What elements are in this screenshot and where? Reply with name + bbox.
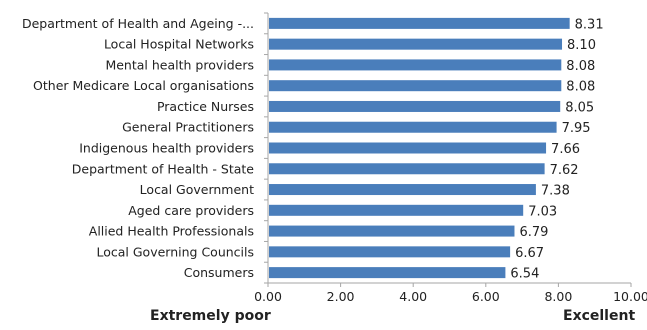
bar: [269, 121, 557, 133]
bar: [269, 204, 524, 216]
category-label: Allied Health Professionals: [89, 224, 254, 239]
bar: [269, 80, 562, 92]
data-label: 6.67: [515, 246, 544, 261]
bar: [269, 246, 511, 258]
category-label: Local Governing Councils: [97, 244, 255, 259]
data-label: 7.62: [550, 163, 579, 178]
data-label: 6.54: [510, 267, 539, 282]
category-label: Other Medicare Local organisations: [33, 78, 254, 93]
category-label: Consumers: [184, 265, 254, 280]
category-label: Mental health providers: [105, 57, 254, 72]
category-label: Department of Health and Ageing -...: [22, 16, 254, 31]
data-label: 6.79: [519, 225, 548, 240]
category-label: Department of Health - State: [72, 161, 255, 176]
data-label: 8.08: [566, 80, 595, 95]
data-label: 8.31: [575, 17, 604, 32]
bar: [269, 184, 536, 196]
x-tick-label: 0.00: [254, 289, 282, 304]
x-tick-label: 10.00: [613, 289, 647, 304]
data-label: 8.10: [567, 38, 596, 53]
data-label: 7.03: [528, 204, 557, 219]
bar: [269, 267, 506, 279]
bar: [269, 225, 515, 237]
data-label: 8.05: [565, 100, 594, 115]
bar: [269, 59, 562, 71]
data-label: 7.95: [562, 121, 591, 136]
x-tick-label: 2.00: [327, 289, 355, 304]
bar: [269, 100, 561, 112]
category-label: General Practitioners: [122, 120, 254, 135]
category-label: Aged care providers: [128, 203, 254, 218]
category-label: Local Government: [140, 182, 254, 197]
category-label: Indigenous health providers: [79, 141, 254, 156]
x-axis-left-end-label: Extremely poor: [150, 308, 271, 324]
x-tick-label: 6.00: [472, 289, 500, 304]
bar: [269, 142, 547, 154]
x-axis-right-end-label: Excellent: [563, 308, 636, 324]
data-label: 7.66: [551, 142, 580, 157]
category-label: Practice Nurses: [157, 99, 254, 114]
x-tick-label: 8.00: [544, 289, 572, 304]
data-label: 7.38: [541, 184, 570, 199]
bar: [269, 163, 545, 175]
bar: [269, 17, 570, 29]
category-label: Local Hospital Networks: [104, 37, 254, 52]
x-tick-label: 4.00: [399, 289, 427, 304]
bar: [269, 38, 563, 50]
data-label: 8.08: [566, 59, 595, 74]
